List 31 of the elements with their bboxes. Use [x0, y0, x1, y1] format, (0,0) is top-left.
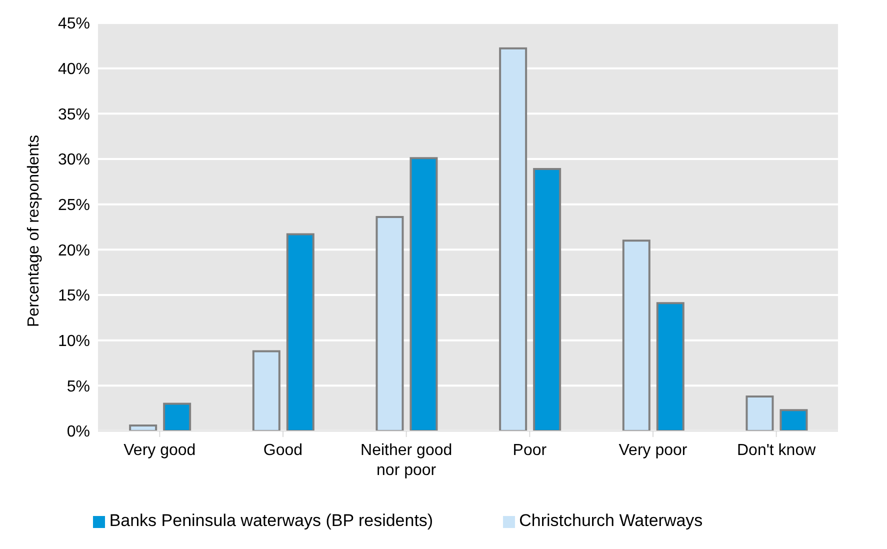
y-tick-label: 5%: [66, 378, 90, 396]
bar: [499, 47, 528, 431]
x-tick-label: Very poor: [618, 442, 688, 459]
legend-label: Christchurch Waterways: [519, 511, 703, 530]
bar: [410, 157, 438, 431]
bar: [286, 233, 314, 431]
bar: [656, 302, 684, 431]
bar: [376, 216, 404, 431]
x-tick-label: Very good: [124, 442, 196, 459]
bar: [163, 402, 192, 431]
y-tick-label: 40%: [58, 61, 90, 78]
y-tick-label: 25%: [58, 197, 90, 214]
x-tick-label: Neither good nor poor: [360, 442, 452, 479]
legend-label: Banks Peninsula waterways (BP residents): [109, 511, 434, 530]
bar: [129, 424, 158, 431]
x-tick-label: Don't know: [737, 442, 816, 459]
bar: [533, 168, 562, 431]
x-tick-label: Good: [263, 442, 303, 459]
y-tick-label: 45%: [58, 16, 90, 33]
y-axis-title: Percentage of respondents: [26, 134, 43, 327]
bar: [746, 396, 774, 431]
y-tick-label: 35%: [58, 106, 90, 124]
y-tick-label: 0%: [66, 424, 90, 441]
y-tick-label: 20%: [58, 242, 90, 260]
y-tick-label: 30%: [58, 152, 90, 169]
bar: [780, 409, 808, 431]
x-tick-label: Poor: [512, 442, 548, 459]
y-tick-label: 15%: [58, 288, 90, 305]
bar: [622, 240, 650, 431]
bar: [252, 350, 280, 431]
y-tick-label: 10%: [58, 333, 90, 350]
